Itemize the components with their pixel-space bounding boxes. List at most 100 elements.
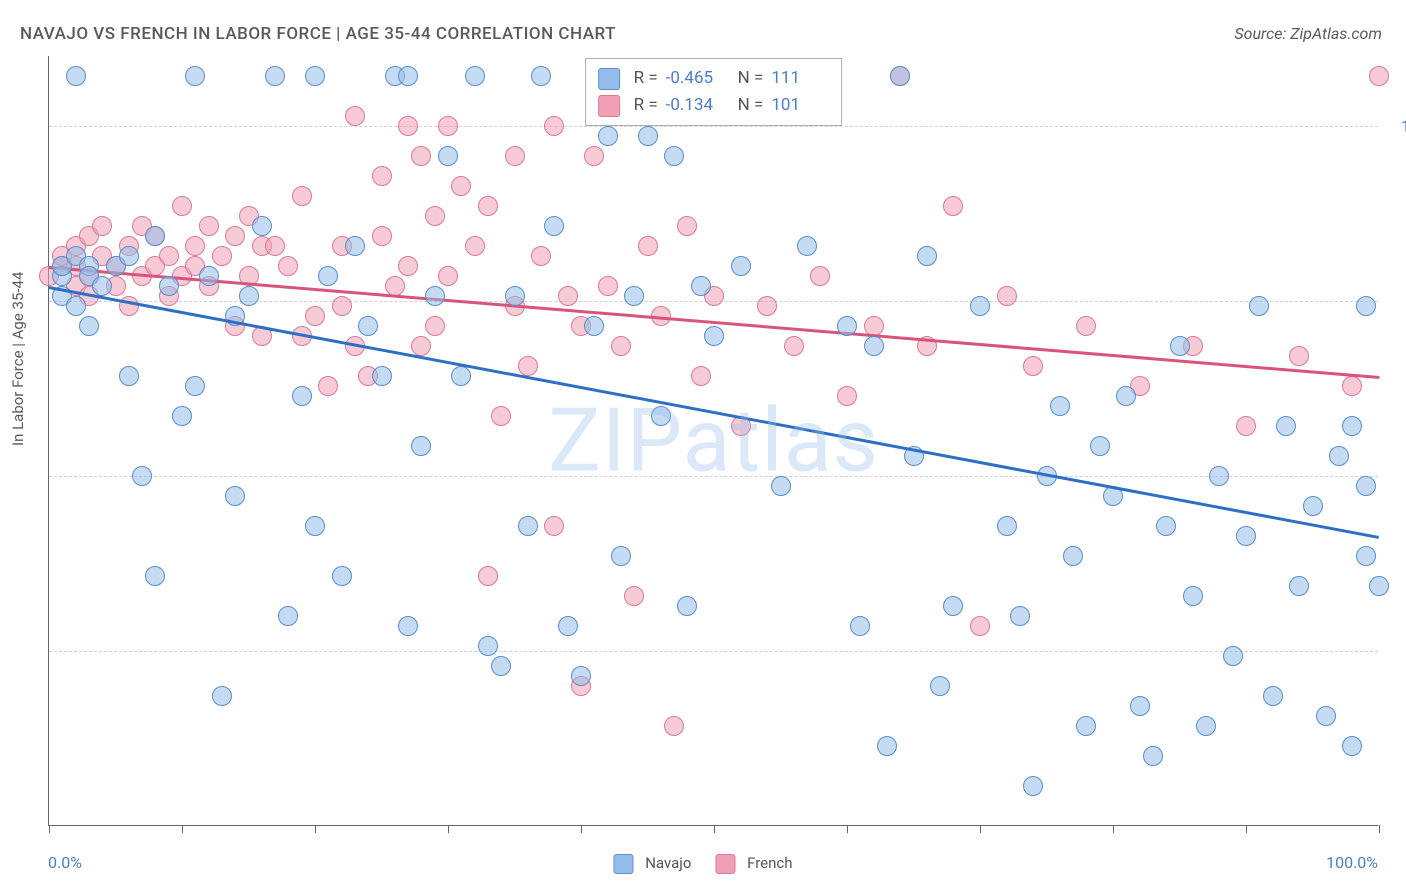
navajo-marker [518,516,538,536]
french-marker [505,146,525,166]
french-marker [92,216,112,236]
navajo-marker [225,486,245,506]
navajo-marker [917,246,937,266]
french-marker [997,286,1017,306]
navajo-marker [212,686,232,706]
x-tick [49,825,50,833]
navajo-marker [1276,416,1296,436]
navajo-marker [970,296,990,316]
french-marker [837,386,857,406]
navajo-marker [119,366,139,386]
navajo-marker [1063,546,1083,566]
navajo-marker [571,666,591,686]
navajo-marker [624,286,644,306]
navajo-r-value: -0.465 [666,65,724,92]
navajo-marker [1170,336,1190,356]
french-marker [1289,346,1309,366]
navajo-marker [864,336,884,356]
french-marker [518,356,538,376]
source-attribution: Source: ZipAtlas.com [1234,24,1382,43]
french-marker [638,236,658,256]
correlation-chart: NAVAJO VS FRENCH IN LABOR FORCE | AGE 35… [0,0,1406,892]
navajo-marker [837,316,857,336]
legend-item-french: French [715,854,792,874]
french-marker [372,166,392,186]
french-marker [425,206,445,226]
navajo-marker [1369,576,1389,596]
french-marker [784,336,804,356]
navajo-marker [771,476,791,496]
french-marker [411,336,431,356]
french-marker [385,276,405,296]
french-marker [278,256,298,276]
navajo-marker [438,146,458,166]
french-marker [398,256,418,276]
navajo-n-value: 111 [771,65,829,92]
navajo-marker [1076,716,1096,736]
navajo-marker [558,616,578,636]
french-marker [1236,416,1256,436]
navajo-marker [611,546,631,566]
navajo-marker [598,126,618,146]
n-label: N = [738,65,764,92]
french-swatch-icon [598,95,620,117]
french-marker [451,176,471,196]
french-marker [185,236,205,256]
french-marker [172,196,192,216]
navajo-marker [1329,446,1349,466]
navajo-marker [997,516,1017,536]
french-marker [1369,66,1389,86]
french-marker [611,336,631,356]
navajo-marker [332,566,352,586]
navajo-marker [877,736,897,756]
navajo-marker [505,286,525,306]
x-tick [847,825,848,833]
french-marker [943,196,963,216]
navajo-marker [930,676,950,696]
navajo-marker [425,286,445,306]
french-marker [757,296,777,316]
french-swatch-icon [715,854,735,874]
x-axis-max-label: 100.0% [1326,853,1378,872]
french-marker [225,226,245,246]
navajo-marker [1356,476,1376,496]
navajo-marker [119,246,139,266]
navajo-marker [1130,696,1150,716]
french-marker [1342,376,1362,396]
navajo-marker [465,66,485,86]
french-marker [465,236,485,256]
navajo-marker [1156,516,1176,536]
french-marker [491,406,511,426]
navajo-marker [1209,466,1229,486]
french-marker [292,186,312,206]
navajo-marker [305,66,325,86]
legend-row-french: R = -0.134 N = 101 [598,92,830,119]
navajo-marker [132,466,152,486]
navajo-marker [185,376,205,396]
n-label: N = [738,92,764,119]
x-tick [581,825,582,833]
navajo-marker [1316,706,1336,726]
navajo-marker [1356,296,1376,316]
r-label: R = [634,65,658,92]
navajo-trendline [49,286,1379,538]
navajo-marker [66,296,86,316]
navajo-marker [411,436,431,456]
navajo-marker [1010,606,1030,626]
x-tick [1246,825,1247,833]
x-axis-min-label: 0.0% [48,853,82,872]
series-legend: Navajo French [613,854,792,874]
navajo-marker [372,366,392,386]
french-marker [305,306,325,326]
navajo-marker [1303,496,1323,516]
french-marker [411,146,431,166]
navajo-marker [265,66,285,86]
x-tick [1379,825,1380,833]
x-tick [980,825,981,833]
navajo-marker [1196,716,1216,736]
french-marker [970,616,990,636]
french-marker [212,246,232,266]
french-marker [332,296,352,316]
navajo-marker [1090,436,1110,456]
navajo-marker [185,66,205,86]
